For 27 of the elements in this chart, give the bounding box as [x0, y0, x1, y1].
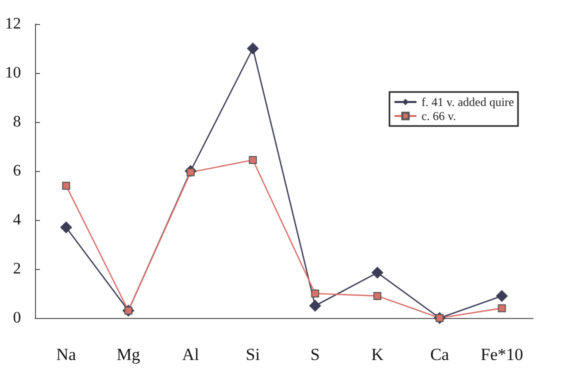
point: [246, 42, 259, 54]
x-tick-label: Mg: [116, 345, 141, 364]
y-tick-label: 8: [13, 114, 21, 130]
y-tick-label: 10: [5, 64, 21, 82]
y-tick-label: 12: [5, 16, 21, 32]
point: [498, 304, 506, 312]
legend-label: c. 66 v.: [421, 109, 456, 123]
y-tick-label: 6: [13, 162, 21, 180]
y-tick-label: 2: [13, 260, 21, 278]
x-tick-label: Fe*10: [480, 345, 524, 364]
x-tick-label: S: [310, 345, 320, 364]
point: [311, 290, 320, 298]
x-tick-label: Na: [56, 345, 76, 364]
legend-label: f. 41 v. added quire: [421, 95, 514, 109]
y-tick-label: 4: [13, 212, 21, 228]
point: [496, 290, 508, 302]
point: [371, 266, 384, 279]
point: [373, 292, 382, 300]
x-tick-label: Si: [246, 345, 260, 364]
point: [248, 156, 257, 164]
x-tick-label: Ca: [430, 345, 450, 364]
point: [60, 221, 72, 234]
point: [62, 182, 70, 190]
y-tick-label: 0: [13, 310, 21, 326]
x-tick-label: K: [371, 345, 384, 364]
x-tick-label: Al: [182, 345, 200, 364]
point: [309, 300, 322, 312]
